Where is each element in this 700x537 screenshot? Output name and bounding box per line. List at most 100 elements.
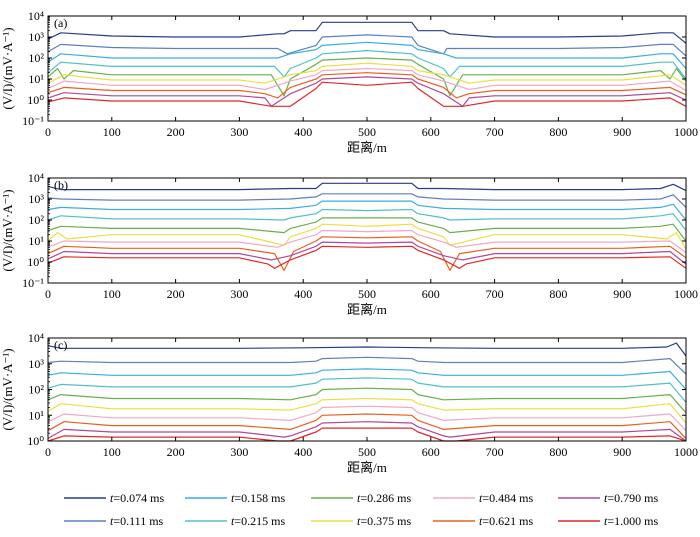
legend-value: =0.790 ms [607,491,658,505]
legend-label: t=0.111 ms [110,514,164,528]
series-line-10 [47,245,687,269]
x-axis-label: 距离/m [347,140,387,155]
legend-var: t [110,514,114,528]
series-line-1 [47,342,687,357]
x-tick-label: 400 [294,287,312,301]
x-tick-label: 700 [486,445,504,459]
legend-value: =0.484 ms [482,491,533,505]
series-line-8 [47,413,687,439]
series-line-9 [47,421,687,442]
legend-value: =0.158 ms [234,491,285,505]
series-line-6 [47,397,687,424]
legend-value: =0.286 ms [360,491,411,505]
legend-var: t [357,514,361,528]
series-line-4 [47,377,687,403]
legend-item-8: t=0.375 ms [311,514,411,528]
x-tick-label: 100 [103,445,121,459]
y-tick-label: 10³ [28,192,44,206]
y-tick-label: 10¹ [28,72,44,86]
x-axis-label: 距离/m [347,460,387,475]
series-line-7 [47,405,687,432]
series-line-2 [47,34,687,57]
series-line-5 [47,387,687,414]
legend-value: =0.621 ms [482,514,533,528]
legend-label: t=0.790 ms [604,491,658,505]
x-tick-label: 400 [294,125,312,139]
legend: t=0.074 ms t=0.158 ms t=0.286 ms t=0.484 ms… [64,491,658,528]
x-tick-label: 600 [422,445,440,459]
legend-label: t=0.215 ms [231,514,285,528]
legend-label: t=0.158 ms [231,491,285,505]
series-line-6 [47,62,687,86]
x-tick-label: 700 [486,287,504,301]
y-tick-label: 10³ [28,357,44,371]
legend-label: t=1.000 ms [604,514,658,528]
y-tick-label: 10⁻¹ [22,276,44,290]
y-tick-label: 10⁴ [28,331,44,345]
x-tick-label: 600 [422,287,440,301]
legend-item-3: t=0.286 ms [311,491,411,505]
y-tick-label: 10⁰ [27,434,44,448]
chart-panel-3: 0 100 200 300 400 500 600 700 800 900 1000 10⁰ 10¹ 10… [0,331,698,475]
legend-item-2: t=0.158 ms [185,491,285,505]
legend-value: =0.215 ms [234,514,285,528]
x-tick-label: 500 [358,445,376,459]
legend-label: t=0.621 ms [479,514,533,528]
x-tick-label: 900 [613,445,631,459]
series-line-1 [47,182,687,192]
series-line-5 [47,217,687,242]
x-tick-label: 500 [358,287,376,301]
y-tick-label: 10⁴ [28,9,44,23]
legend-var: t [231,514,235,528]
legend-value: =1.000 ms [607,514,658,528]
legend-var: t [231,491,235,505]
y-tick-label: 10² [28,213,44,227]
legend-var: t [479,514,483,528]
y-tick-label: 10⁻¹ [22,114,44,128]
x-tick-label: 200 [167,287,185,301]
x-axis-label: 距离/m [347,302,387,317]
y-tick-label: 10³ [28,30,44,44]
y-axis-label: (V/I)/(mV·A⁻¹) [0,189,15,271]
legend-item-1: t=0.074 ms [64,491,164,505]
x-tick-label: 200 [167,445,185,459]
panel-label: (c) [54,338,67,352]
x-tick-label: 600 [422,125,440,139]
x-tick-label: 100 [103,287,121,301]
series-line-3 [47,368,687,390]
y-tick-label: 10² [28,383,44,397]
legend-item-7: t=0.215 ms [185,514,285,528]
x-tick-label: 900 [613,287,631,301]
y-tick-label: 10² [28,51,44,65]
legend-var: t [604,514,608,528]
x-tick-label: 300 [230,287,248,301]
series-line-7 [47,67,687,92]
series-line-9 [47,241,687,265]
x-tick-label: 400 [294,445,312,459]
legend-label: t=0.484 ms [479,491,533,505]
legend-value: =0.111 ms [113,514,163,528]
legend-label: t=0.286 ms [357,491,411,505]
series-line-2 [47,193,687,208]
series-line-1 [47,21,687,44]
series-group [47,182,687,271]
x-tick-label: 1000 [674,287,698,301]
x-tick-label: 1000 [674,125,698,139]
legend-var: t [604,491,608,505]
x-tick-label: 700 [486,125,504,139]
legend-var: t [110,491,114,505]
series-line-4 [47,49,687,80]
series-line-8 [47,72,687,99]
x-tick-label: 900 [613,125,631,139]
x-tick-label: 500 [358,125,376,139]
series-group [47,342,687,442]
y-tick-label: 10⁰ [27,255,44,269]
x-tick-label: 800 [549,287,567,301]
x-tick-label: 200 [167,125,185,139]
chart-panel-1: 0 100 200 300 400 500 600 700 800 900 1000 10⁻¹ 10⁰ 1… [0,9,698,155]
legend-item-5: t=0.790 ms [558,491,658,505]
series-line-2 [47,356,687,375]
y-tick-label: 10⁰ [27,93,44,107]
y-tick-label: 10⁴ [28,171,44,185]
